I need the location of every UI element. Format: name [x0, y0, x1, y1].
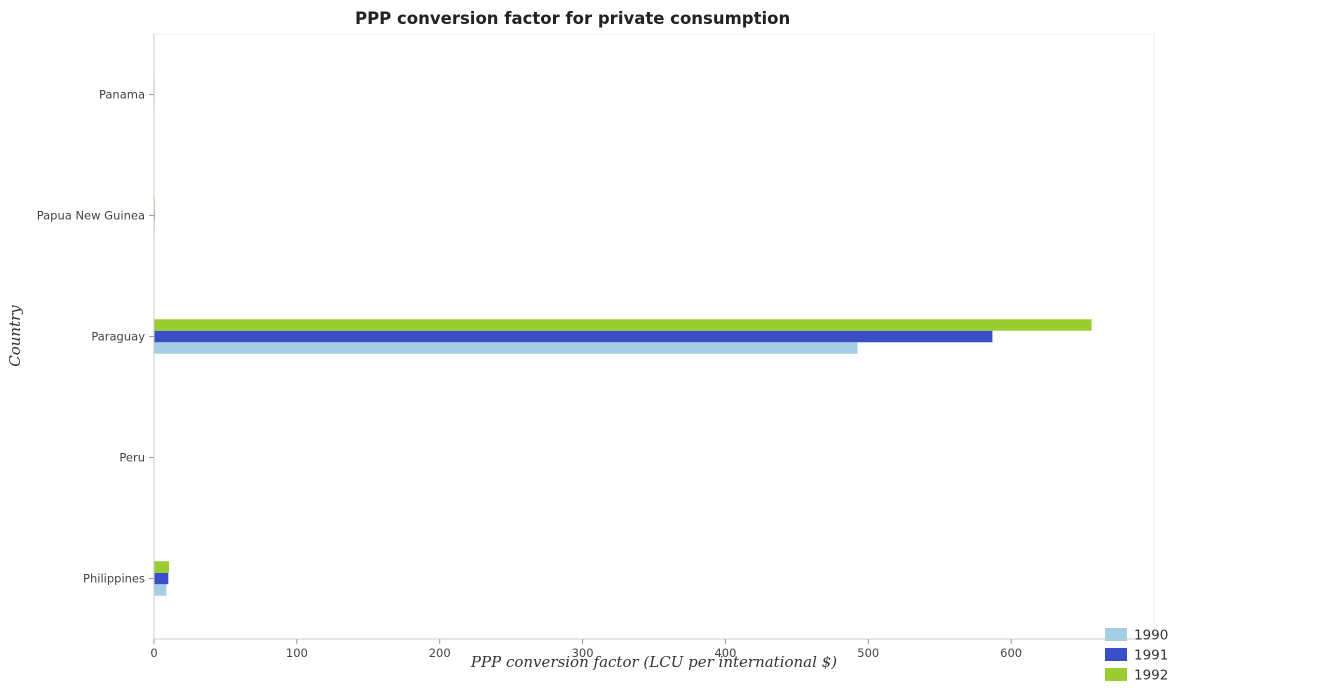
legend: 1990 1991 1992: [1105, 628, 1168, 684]
bar-paraguay-1992: [154, 319, 1092, 331]
x-tick-label: 200: [429, 646, 451, 660]
x-tick-label: 0: [150, 646, 157, 660]
x-tick-label: 300: [572, 646, 594, 660]
bar-philippines-1990: [154, 584, 167, 596]
legend-swatch-1990: [1105, 628, 1127, 641]
y-tick-label: Peru: [119, 451, 145, 465]
y-tick-label: Panama: [99, 88, 145, 102]
y-tick-label: Philippines: [83, 572, 145, 586]
x-axis-label: PPP conversion factor (LCU per internati…: [470, 653, 837, 671]
y-tick-label: Papua New Guinea: [37, 209, 145, 223]
x-tick-label: 100: [286, 646, 308, 660]
bar-paraguay-1991: [154, 330, 993, 343]
x-tick-label: 400: [714, 646, 736, 660]
legend-swatch-1992: [1105, 668, 1127, 681]
x-ticks-layer: 0 100 200 300 400 500 600: [150, 639, 1022, 660]
legend-label-1992: 1992: [1134, 668, 1168, 684]
x-tick-label: 500: [857, 646, 879, 660]
legend-swatch-1991: [1105, 648, 1127, 661]
legend-label-1990: 1990: [1134, 628, 1168, 644]
bar-philippines-1991: [154, 572, 169, 585]
bar-paraguay-1990: [154, 342, 858, 354]
y-ticks-layer: Panama Papua New Guinea Paraguay Peru Philip…: [37, 88, 154, 586]
bar-philippines-1992: [154, 561, 169, 573]
chart-title: PPP conversion factor for private consum…: [355, 9, 790, 28]
x-tick-label: 600: [1000, 646, 1022, 660]
y-axis-label: Country: [6, 305, 24, 367]
y-tick-label: Paraguay: [91, 330, 145, 344]
legend-label-1991: 1991: [1134, 648, 1168, 664]
